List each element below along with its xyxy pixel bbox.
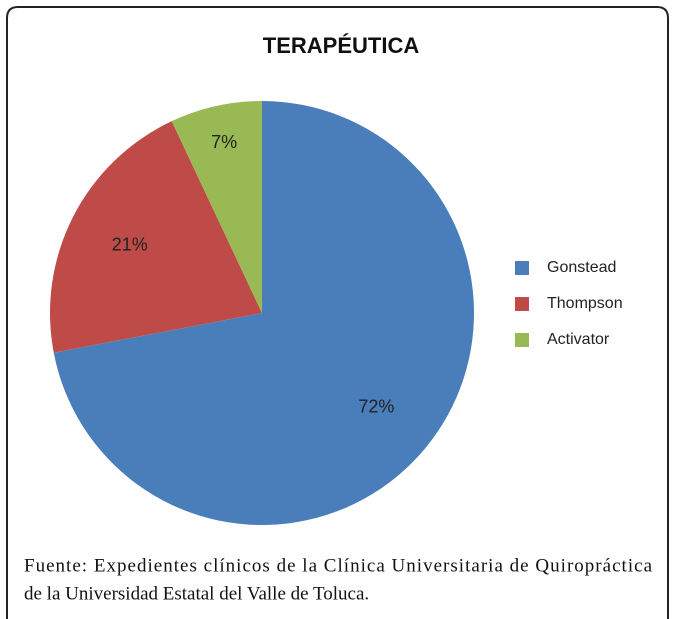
legend-label: Gonstead xyxy=(547,259,616,276)
pie-slice xyxy=(171,101,262,313)
frame xyxy=(6,6,669,619)
chart-title: TERAPÉUTICA xyxy=(263,33,420,58)
legend-label: Activator xyxy=(547,331,610,348)
legend-swatch xyxy=(515,297,529,311)
slice-label: 7% xyxy=(211,132,237,152)
pie-slice xyxy=(49,121,262,353)
pie-slice xyxy=(53,101,475,525)
legend-label: Thompson xyxy=(547,295,623,312)
legend-swatch xyxy=(515,333,529,347)
source-note: Fuente: Expedientes clínicos de la Clíni… xyxy=(24,555,653,576)
source-note: de la Universidad Estatal del Valle de T… xyxy=(24,583,369,604)
legend-swatch xyxy=(515,261,529,275)
slice-label: 21% xyxy=(112,234,148,254)
slice-label: 72% xyxy=(358,396,394,416)
